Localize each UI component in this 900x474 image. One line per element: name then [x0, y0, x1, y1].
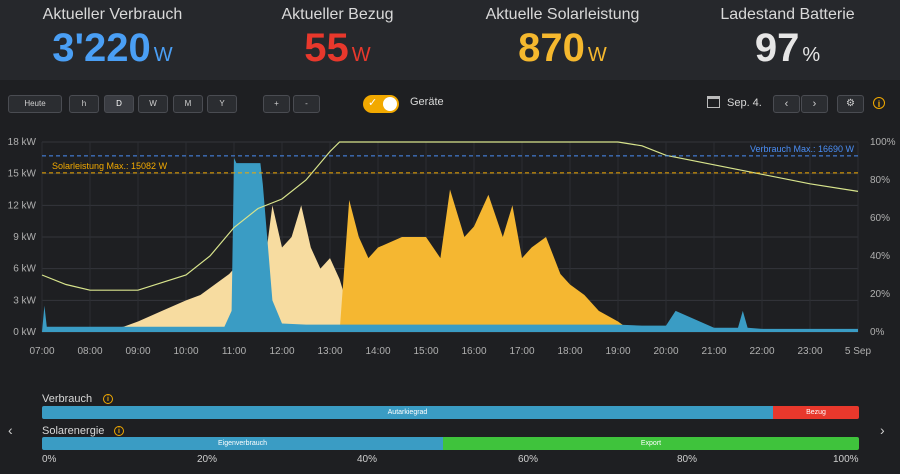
max-label: Solarleistung Max.: 15082 W — [52, 161, 168, 171]
axis-80: 80% — [677, 454, 698, 465]
stat-label: Aktueller Bezug — [281, 6, 394, 23]
devices-toggle[interactable]: ✓ — [363, 95, 399, 113]
range-today-button[interactable]: Heute — [8, 95, 62, 113]
energy-bars: Verbrauch i Autarkiegrad Bezug Solarener… — [0, 386, 900, 474]
chart-svg: 0 kW 3 kW 6 kW 9 kW 12 kW 15 kW 18 kW 0% 20% 40% 6… — [8, 137, 896, 357]
x-tick-label: 14:00 — [365, 346, 390, 357]
export-segment: Export — [443, 437, 859, 450]
gear-icon: ⚙ — [846, 98, 855, 109]
x-tick-label: 11:00 — [222, 346, 247, 357]
stat-value: 97% — [754, 26, 821, 70]
x-tick-label: 23:00 — [797, 346, 822, 357]
range-month-button[interactable]: M — [173, 95, 203, 113]
y-tick-label: 18 kW — [8, 137, 37, 148]
stat-label: Aktuelle Solarleistung — [485, 6, 640, 23]
prev-date-button[interactable]: ‹ — [773, 95, 800, 113]
range-hour-button[interactable]: h — [69, 95, 99, 113]
calendar-icon[interactable] — [707, 96, 720, 108]
x-tick-label: 13:00 — [317, 346, 342, 357]
y-right-tick-label: 40% — [870, 251, 890, 262]
nav-right-button[interactable]: › — [880, 422, 885, 438]
axis-40: 40% — [357, 454, 378, 465]
energy-chart: 0 kW 3 kW 6 kW 9 kW 12 kW 15 kW 18 kW 0% 20% 40% 6… — [0, 130, 900, 365]
date-label[interactable]: Sep. 4. — [727, 97, 762, 109]
solarenergie-info-icon[interactable]: i — [114, 426, 124, 436]
x-tick-label: 5 Sep — [845, 346, 872, 357]
y-tick-label: 0 kW — [13, 327, 36, 338]
zoom-in-button[interactable]: + — [263, 95, 290, 113]
y-right-tick-label: 20% — [870, 289, 890, 300]
autarkiegrad-segment: Autarkiegrad — [42, 406, 773, 419]
eigenverbrauch-segment: Eigenverbrauch — [42, 437, 443, 450]
stats-bar — [0, 0, 900, 80]
y-tick-label: 9 kW — [13, 232, 36, 243]
max-label: Verbrauch Max.: 16690 W — [750, 144, 855, 154]
series-area-solar_yellow — [42, 189, 633, 332]
x-tick-label: 22:00 — [749, 346, 774, 357]
y-right-tick-label: 60% — [870, 213, 890, 224]
verbrauch-label: Verbrauch — [42, 393, 93, 405]
x-tick-label: 16:00 — [461, 346, 486, 357]
x-tick-label: 17:00 — [509, 346, 534, 357]
stat-value: 3'220 W — [52, 26, 173, 70]
y-tick-label: 6 kW — [13, 264, 36, 275]
x-tick-label: 18:00 — [557, 346, 582, 357]
x-tick-label: 15:00 — [413, 346, 438, 357]
stat-label: Aktueller Verbrauch — [42, 6, 183, 23]
x-tick-label: 08:00 — [77, 346, 102, 357]
zoom-out-button[interactable]: - — [293, 95, 320, 113]
x-tick-label: 10:00 — [173, 346, 198, 357]
x-tick-label: 07:00 — [29, 346, 54, 357]
y-right-tick-label: 80% — [870, 175, 890, 186]
battery-line — [41, 141, 859, 291]
series-area-solar_light — [42, 205, 359, 332]
next-date-button[interactable]: › — [801, 95, 828, 113]
toggle-knob — [383, 97, 397, 111]
y-tick-label: 3 kW — [13, 295, 36, 306]
range-week-button[interactable]: W — [138, 95, 168, 113]
solarenergie-label: Solarenergie — [42, 425, 105, 437]
bezug-segment: Bezug — [773, 406, 859, 419]
x-tick-label: 09:00 — [125, 346, 150, 357]
x-tick-label: 19:00 — [605, 346, 630, 357]
range-day-button[interactable]: D — [104, 95, 134, 113]
axis-100: 100% — [833, 454, 859, 465]
range-year-button[interactable]: Y — [207, 95, 237, 113]
axis-0: 0% — [42, 454, 57, 465]
x-tick-label: 21:00 — [701, 346, 726, 357]
nav-left-button[interactable]: ‹ — [8, 422, 13, 438]
stat-value: 870 W — [518, 26, 607, 70]
y-right-tick-label: 0% — [870, 327, 885, 338]
y-tick-label: 15 kW — [8, 169, 37, 180]
stat-value: 55 W — [304, 26, 371, 70]
series-area-verbrauch_blue — [42, 157, 858, 332]
verbrauch-info-icon[interactable]: i — [103, 394, 113, 404]
y-tick-label: 12 kW — [8, 200, 37, 211]
axis-20: 20% — [197, 454, 218, 465]
devices-label: Geräte — [410, 96, 444, 108]
check-icon: ✓ — [368, 97, 378, 109]
stat-label: Ladestand Batterie — [720, 6, 855, 23]
settings-button[interactable]: ⚙ — [837, 95, 864, 113]
info-icon[interactable]: i — [873, 97, 885, 109]
axis-60: 60% — [518, 454, 539, 465]
x-tick-label: 12:00 — [269, 346, 294, 357]
y-right-tick-label: 100% — [870, 137, 896, 148]
x-tick-label: 20:00 — [653, 346, 678, 357]
